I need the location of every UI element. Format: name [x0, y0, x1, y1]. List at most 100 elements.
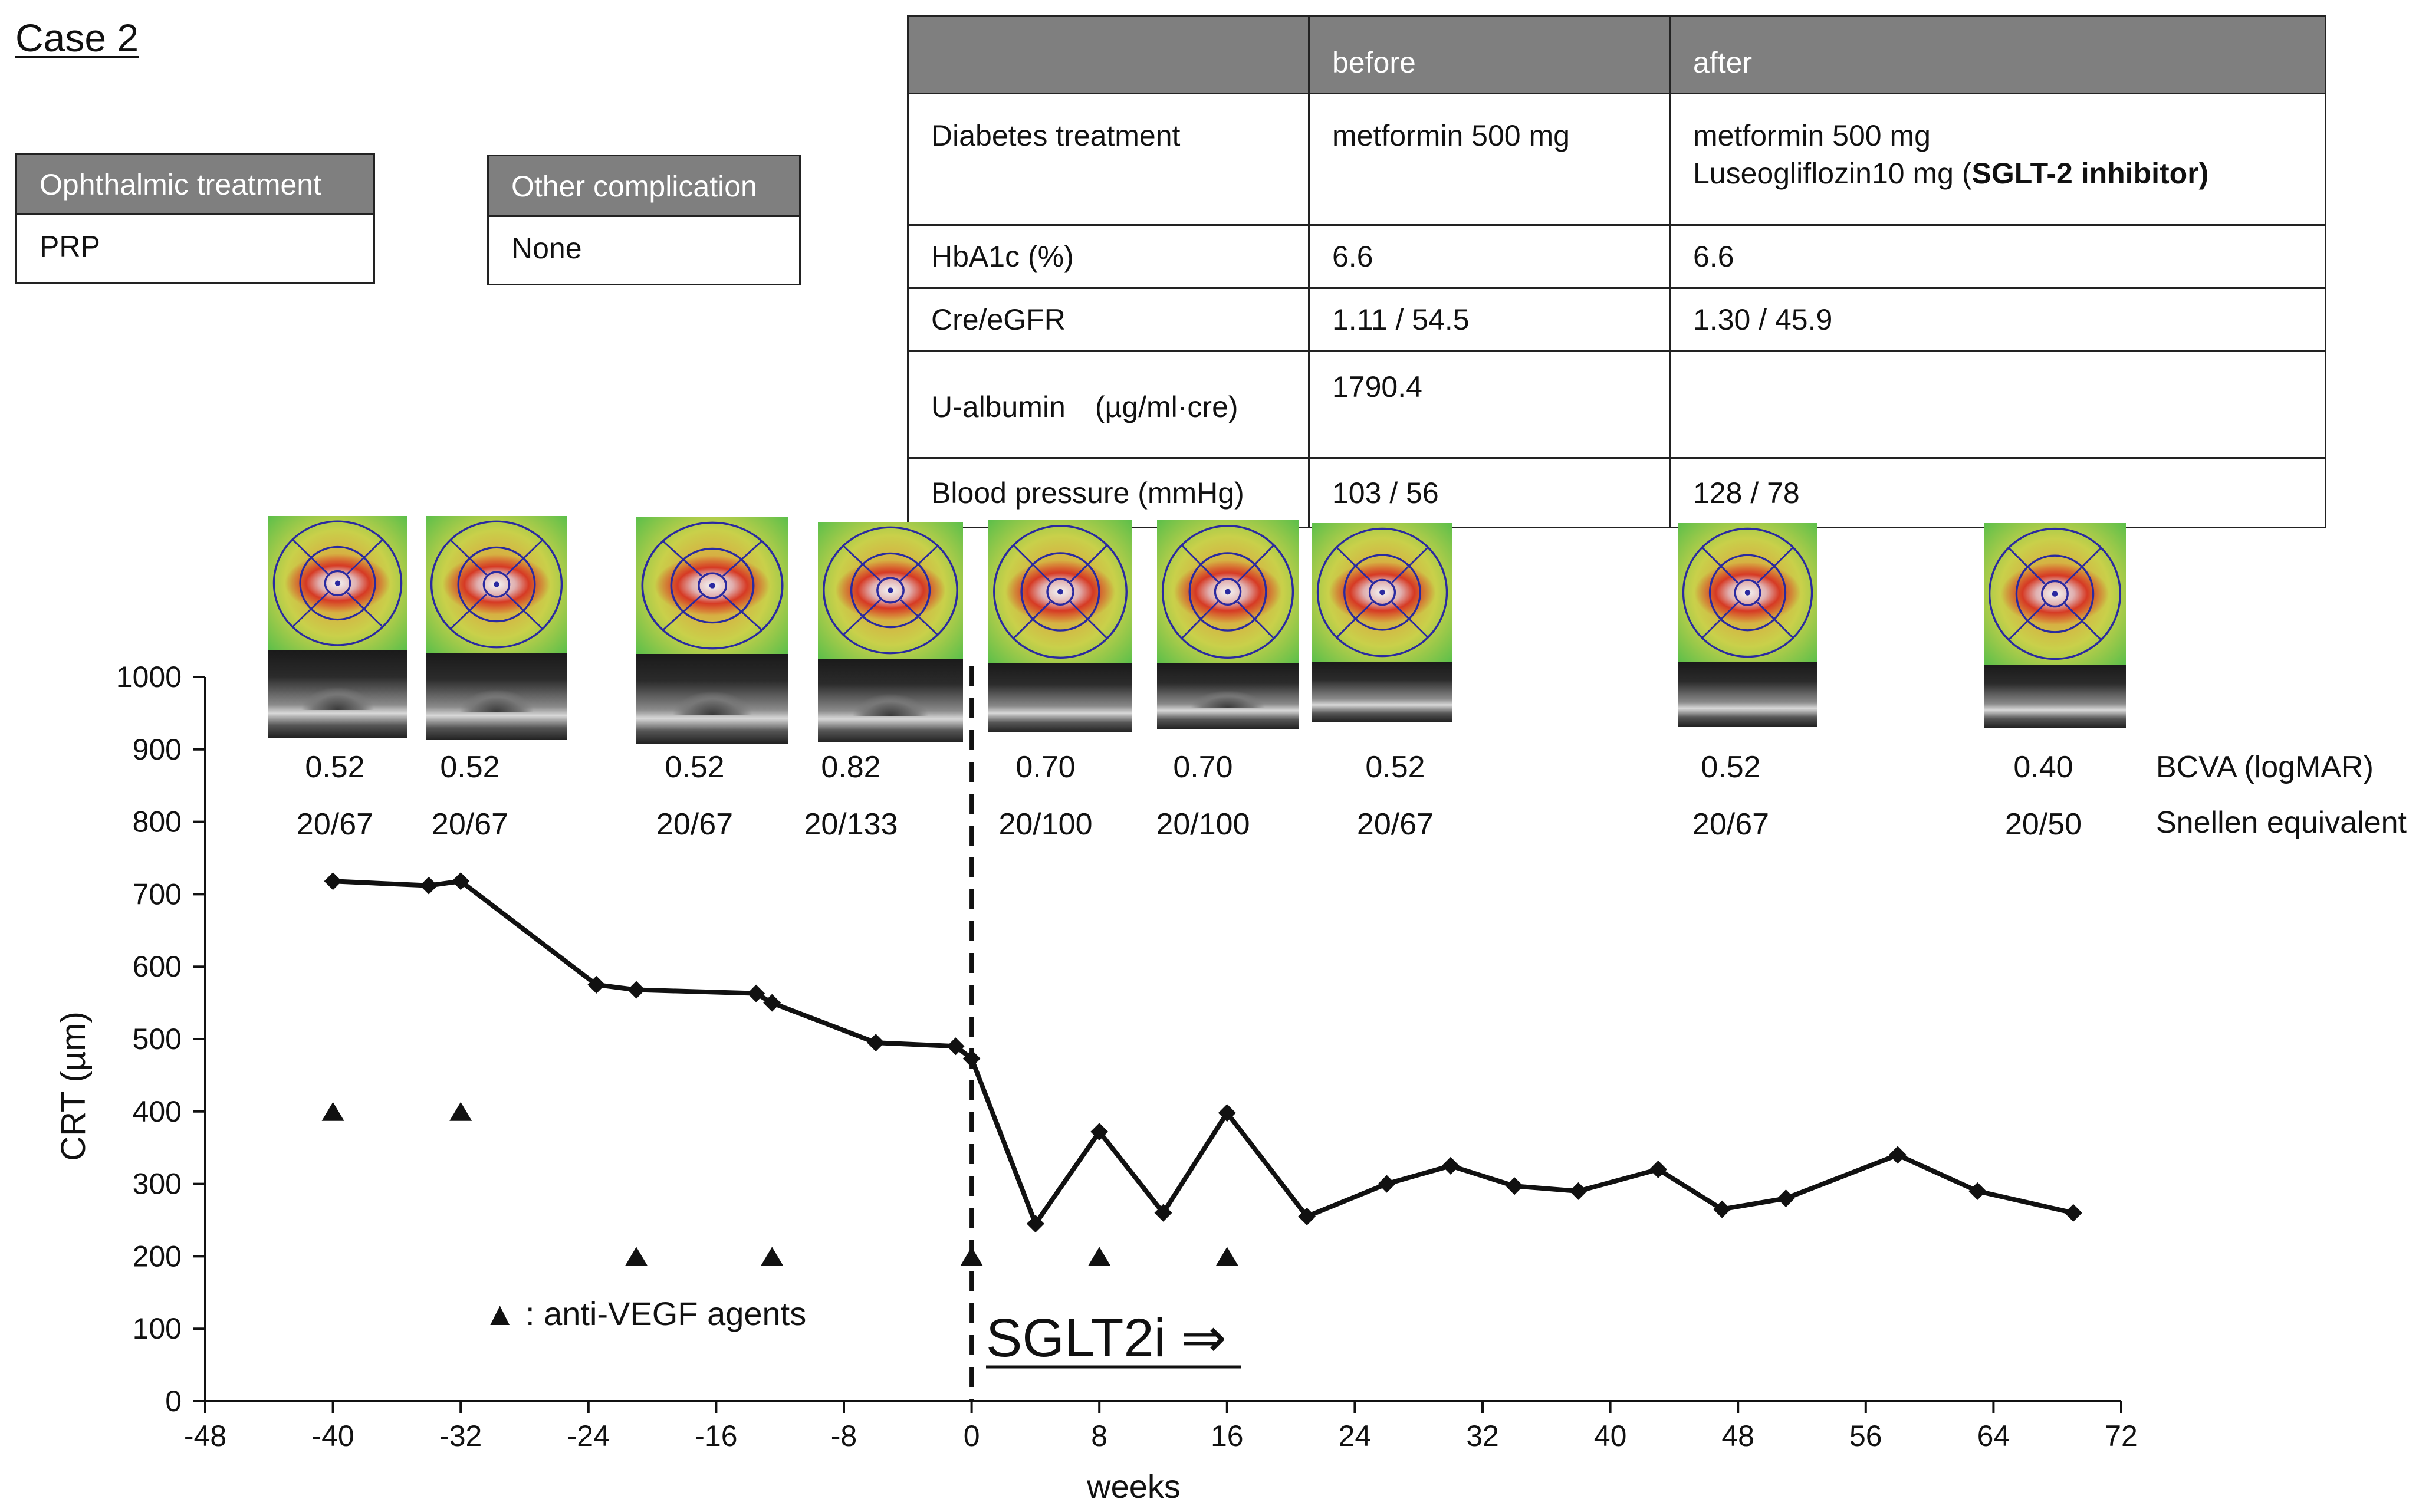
table-row: HbA1c (%) 6.6 6.6 — [907, 224, 2326, 289]
snellen-value: 20/133 — [804, 807, 898, 842]
thickness-map-image — [1312, 523, 1452, 662]
x-tick-label: -8 — [831, 1419, 857, 1452]
crt-data-point — [1298, 1207, 1316, 1225]
table-header-blank — [907, 15, 1310, 94]
crt-data-point — [763, 994, 781, 1012]
oct-scan-image — [1312, 662, 1452, 722]
other-complication-header: Other complication — [489, 156, 799, 217]
before-value: 6.6 — [1308, 224, 1671, 289]
crt-data-point — [1026, 1215, 1044, 1233]
after-value: 1.30 / 45.9 — [1669, 287, 2326, 352]
after-value: metformin 500 mg Luseogliflozin10 mg (SG… — [1669, 93, 2326, 226]
row-label: HbA1c (%) — [907, 224, 1310, 289]
crt-data-point — [627, 981, 646, 999]
thickness-map-image — [1984, 523, 2126, 665]
crt-data-point — [1378, 1175, 1396, 1193]
thickness-map-image — [1157, 520, 1299, 663]
table-row: Cre/eGFR 1.11 / 54.5 1.30 / 45.9 — [907, 287, 2326, 352]
x-tick-label: -48 — [184, 1419, 226, 1452]
x-tick-label: -16 — [695, 1419, 737, 1452]
y-tick-label: 300 — [133, 1168, 182, 1201]
x-tick-label: -24 — [567, 1419, 610, 1452]
crt-data-point — [1506, 1177, 1524, 1195]
y-tick-label: 700 — [133, 877, 182, 911]
ophthalmic-treatment-header: Ophthalmic treatment — [17, 155, 373, 215]
bcva-logmar-value: 0.70 — [1015, 750, 1075, 784]
bcva-logmar-value: 0.82 — [821, 750, 880, 784]
row-label: Cre/eGFR — [907, 287, 1310, 352]
before-value: metformin 500 mg — [1308, 93, 1671, 226]
after-line-2: Luseogliflozin10 mg (SGLT-2 inhibitor) — [1693, 155, 2325, 192]
x-tick-label: -40 — [311, 1419, 354, 1452]
y-tick-label: 100 — [133, 1312, 182, 1345]
crt-data-point — [1777, 1189, 1795, 1208]
y-tick-label: 500 — [133, 1023, 182, 1056]
other-complication-box: Other complication None — [487, 155, 801, 285]
thickness-map-image — [636, 517, 788, 654]
anti-vegf-marker — [321, 1102, 344, 1121]
y-tick-label: 800 — [133, 806, 182, 839]
thickness-map-image — [268, 516, 407, 650]
y-tick-label: 0 — [165, 1385, 182, 1418]
row-label: Blood pressure (mmHg) — [907, 457, 1310, 528]
table-header-before: before — [1308, 15, 1671, 94]
snellen-row-label: Snellen equivalent — [2156, 806, 2407, 840]
y-tick-label: 1000 — [116, 660, 182, 693]
bcva-logmar-value: 0.70 — [1173, 750, 1232, 784]
oct-scan-image — [426, 653, 567, 740]
x-tick-label: 48 — [1721, 1419, 1754, 1452]
crt-data-point — [1154, 1204, 1172, 1222]
before-value: 103 / 56 — [1308, 457, 1671, 528]
bcva-logmar-value: 0.40 — [2013, 750, 2073, 784]
snellen-value: 20/67 — [432, 807, 508, 842]
table-row: Diabetes treatment metformin 500 mg metf… — [907, 93, 2326, 226]
bcva-logmar-value: 0.52 — [440, 750, 499, 784]
x-tick-label: 64 — [1977, 1419, 2010, 1452]
snellen-value: 20/67 — [297, 807, 373, 842]
crt-data-point — [1713, 1200, 1731, 1218]
x-axis-label: weeks — [1086, 1468, 1181, 1505]
row-label: Diabetes treatment — [907, 93, 1310, 226]
crt-data-point — [420, 876, 438, 895]
crt-data-point — [1441, 1156, 1460, 1175]
bcva-logmar-value: 0.52 — [665, 750, 724, 784]
x-tick-label: 32 — [1466, 1419, 1499, 1452]
ophthalmic-treatment-value: PRP — [40, 230, 100, 263]
crt-data-point — [1888, 1146, 1907, 1164]
crt-data-point — [747, 984, 765, 1002]
table-row: U-albumin (µg/ml·cre) 1790.4 — [907, 350, 2326, 459]
after-value: 128 / 78 — [1669, 457, 2326, 528]
after-line-2-bold: SGLT-2 inhibitor) — [1971, 157, 2209, 190]
crt-data-point — [1218, 1104, 1236, 1122]
crt-data-point — [1649, 1161, 1667, 1179]
table-header-after: after — [1669, 15, 2326, 94]
x-tick-label: 40 — [1594, 1419, 1627, 1452]
thickness-map-image — [1678, 523, 1817, 662]
before-value: 1790.4 — [1308, 350, 1671, 459]
before-value: 1.11 / 54.5 — [1308, 287, 1671, 352]
snellen-value: 20/100 — [998, 807, 1092, 842]
crt-data-point — [1569, 1182, 1588, 1200]
case-title: Case 2 — [15, 16, 139, 60]
crt-data-point — [946, 1037, 965, 1056]
anti-vegf-marker — [761, 1247, 784, 1266]
table-header-row: before after — [907, 15, 2326, 94]
crt-data-point — [587, 975, 606, 994]
x-tick-label: 56 — [1849, 1419, 1882, 1452]
crt-data-point — [2064, 1204, 2082, 1222]
x-tick-label: 0 — [964, 1419, 980, 1452]
snellen-value: 20/67 — [1357, 807, 1434, 842]
other-complication-value: None — [511, 232, 582, 265]
anti-vegf-marker — [449, 1102, 472, 1121]
after-value: 6.6 — [1669, 224, 2326, 289]
anti-vegf-marker — [625, 1247, 648, 1266]
thickness-map-image — [426, 516, 567, 653]
oct-scan-image — [988, 663, 1132, 732]
y-tick-label: 600 — [133, 950, 182, 983]
crt-data-point — [1090, 1123, 1109, 1141]
thickness-map-image — [988, 520, 1132, 663]
bcva-logmar-value: 0.52 — [1365, 750, 1425, 784]
snellen-value: 20/67 — [656, 807, 733, 842]
y-tick-label: 400 — [133, 1095, 182, 1128]
